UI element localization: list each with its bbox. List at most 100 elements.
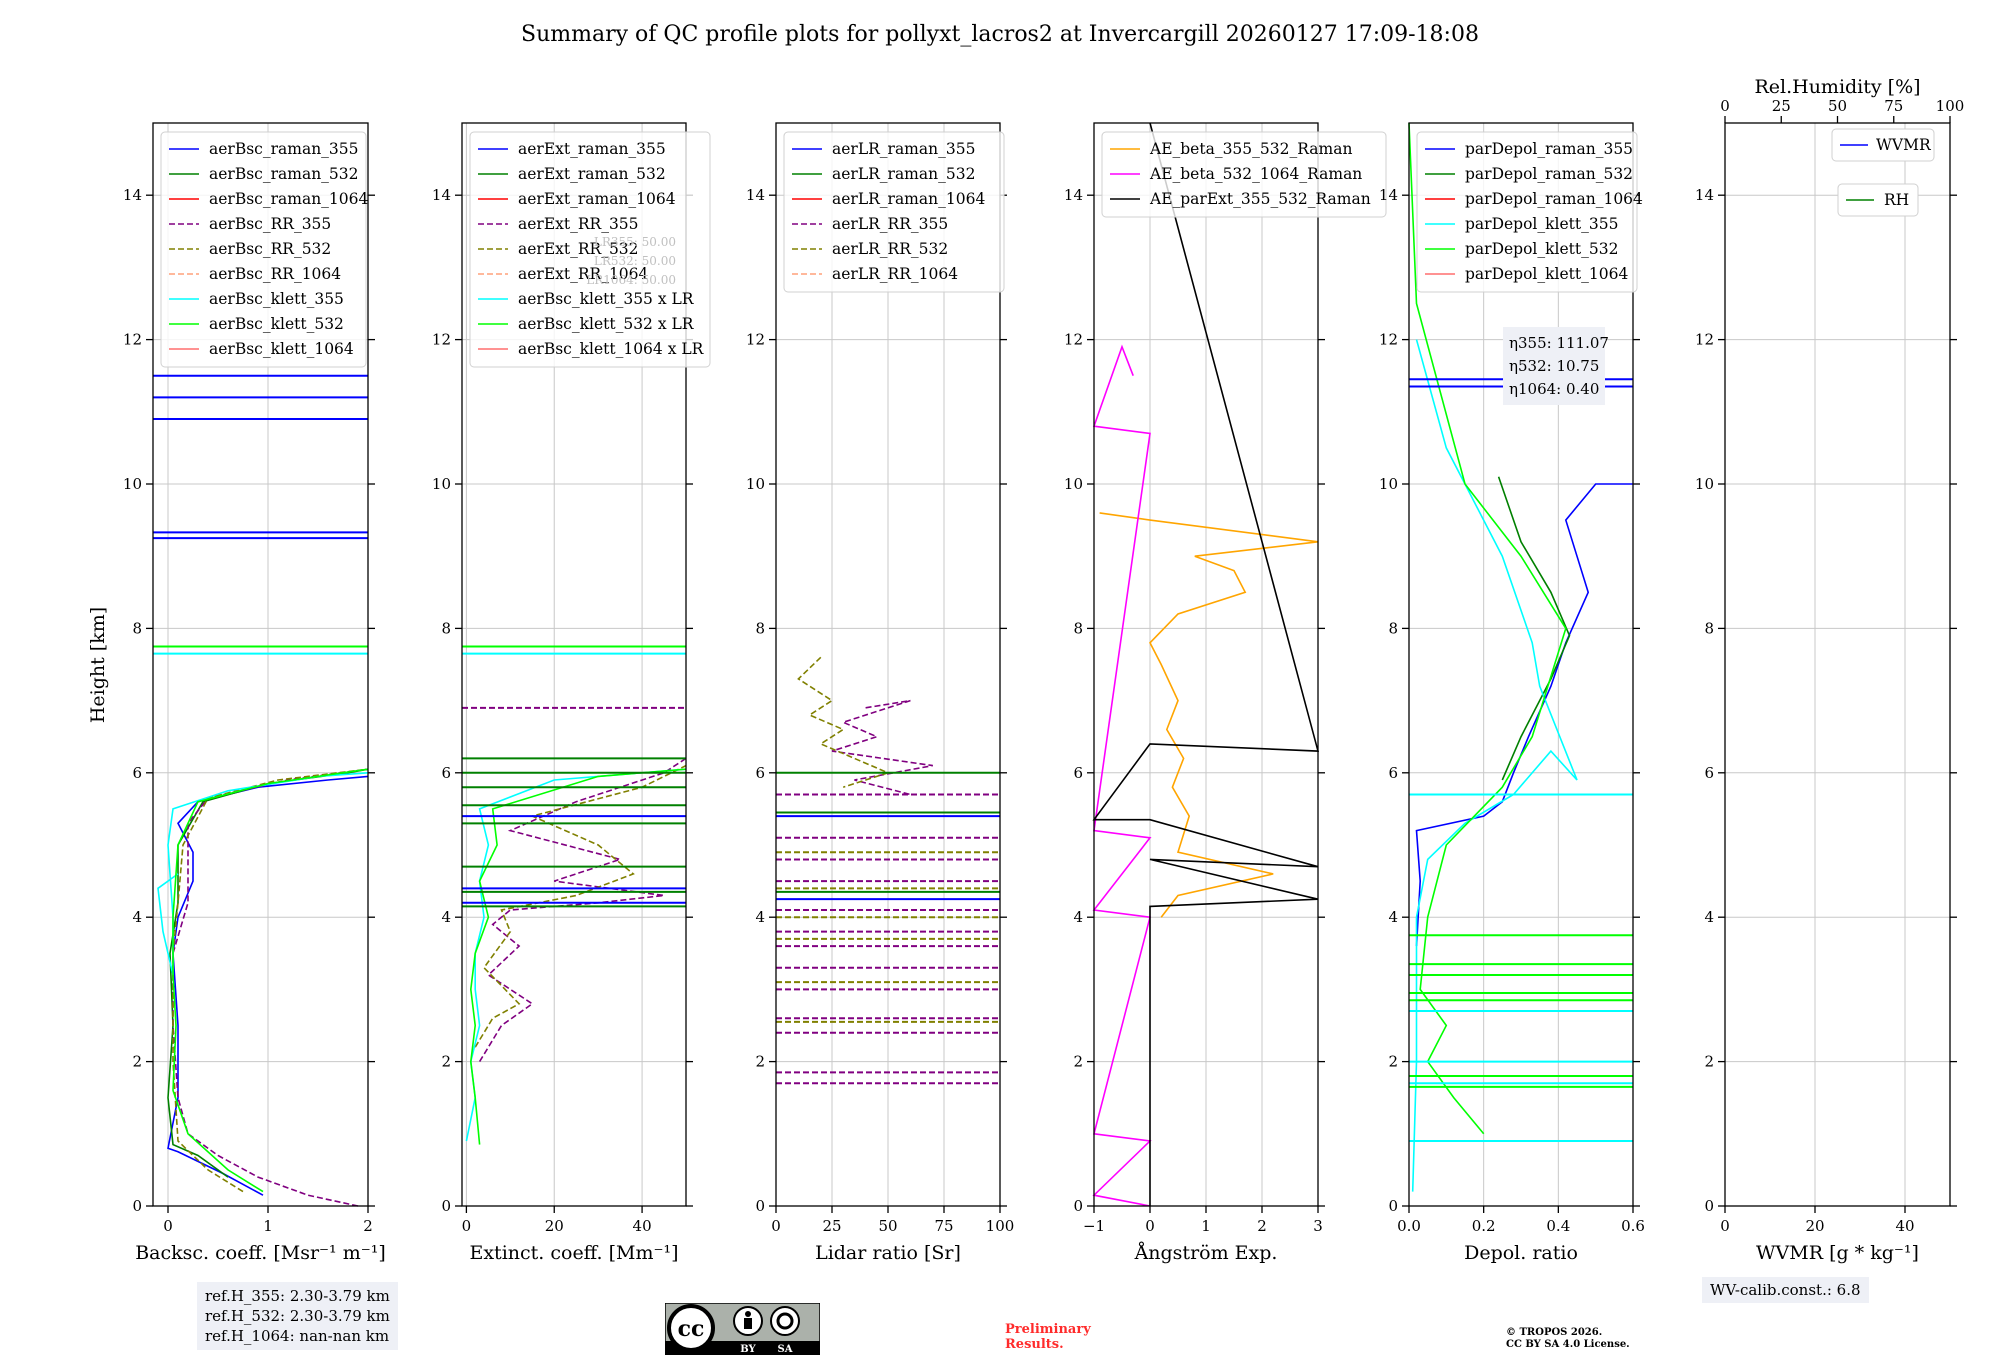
preliminary-line-2: Results. [1005, 1337, 1064, 1352]
legend-entry: aerExt_raman_1064 [518, 190, 676, 208]
eta-value: η1064: 0.40 [1509, 380, 1599, 398]
panel-depol: 0 2 4 6 8 10 12 14 0.0 0.2 0.4 0.6 Depol. ratio parDe… [1379, 122, 1645, 1264]
series-aerBsc_klett_532 [172, 768, 369, 1193]
y-tick-label: 10 [1064, 475, 1083, 493]
cc-by-label: BY [740, 1344, 756, 1355]
cc-by-sa-badge: cc BY SA [665, 1303, 820, 1355]
ref-height-532: ref.H_532: 2.30-3.79 km [205, 1307, 390, 1325]
by-person-head [745, 1311, 751, 1317]
y-tick-label: 4 [755, 908, 765, 926]
x-tick-label: 25 [822, 1217, 841, 1235]
cc-icon-text: cc [678, 1316, 705, 1342]
cc-icon [667, 1304, 715, 1352]
series-parDepol_raman_532 [1497, 476, 1571, 781]
y-tick-label: 14 [1064, 186, 1083, 204]
cc-sa-label: SA [778, 1344, 793, 1355]
panel-lr: 0 2 4 6 8 10 12 14 0 25 50 75 100 Lidar ratio [Sr] aer… [746, 122, 1014, 1264]
y-tick-label: 10 [1379, 475, 1398, 493]
panel-wv: 0 2 4 6 8 10 12 14 0 20 40 WVMR [g * kg⁻¹] 0 25 50 75 10… [1695, 76, 1964, 1264]
x-axis-label: Extinct. coeff. [Mm⁻¹] [469, 1242, 678, 1264]
y-tick-label: 6 [441, 764, 451, 782]
top-x-tick-label: 100 [1936, 97, 1965, 115]
y-axis-label: Height [km] [87, 607, 109, 723]
sa-share-arrow [776, 1312, 794, 1330]
y-tick-label: 4 [1388, 908, 1398, 926]
x-axis-label: Ångström Exp. [1134, 1242, 1278, 1264]
y-tick-label: 4 [1704, 908, 1714, 926]
y-tick-label: 10 [746, 475, 765, 493]
series-parDepol_klett_355 [1411, 339, 1578, 1192]
x-tick-label: 3 [1313, 1217, 1323, 1235]
x-tick-label: 40 [1895, 1217, 1914, 1235]
x-tick-label: 40 [633, 1217, 652, 1235]
x-tick-label: 1 [1201, 1217, 1211, 1235]
lidar-ratio-setting: LR355: 50.00 [594, 235, 676, 249]
legend-entry: aerBsc_raman_355 [209, 140, 359, 158]
y-tick-label: 8 [1704, 619, 1714, 637]
y-tick-label: 8 [441, 619, 451, 637]
x-tick-label: 0 [771, 1217, 781, 1235]
series-AE_beta_355_532_Raman [1099, 512, 1319, 918]
y-tick-label: 10 [123, 475, 142, 493]
legend-entry: AE_beta_355_532_Raman [1149, 140, 1352, 158]
y-tick-label: 14 [432, 186, 451, 204]
legend-entry: aerExt_raman_355 [518, 140, 666, 158]
legend-entry: aerLR_raman_355 [832, 140, 975, 158]
x-tick-label: 2 [363, 1217, 373, 1235]
x-tick-label: 50 [878, 1217, 897, 1235]
legend-entry: aerLR_raman_1064 [832, 190, 985, 208]
legend-entry: parDepol_klett_1064 [1465, 265, 1628, 283]
figure-title: Summary of QC profile plots for pollyxt_… [521, 22, 1479, 47]
lidar-ratio-setting: LR532: 50.00 [594, 254, 676, 268]
legend-box-rh [1837, 183, 1919, 217]
legend-entry: parDepol_raman_532 [1465, 165, 1633, 183]
series-AE_parExt_355_532_Raman [1092, 122, 1320, 1206]
y-tick-label: 0 [1073, 1197, 1083, 1215]
y-tick-label: 14 [1379, 186, 1398, 204]
y-tick-label: 6 [132, 764, 142, 782]
y-tick-label: 10 [432, 475, 451, 493]
legend-entry: aerBsc_klett_1064 [209, 340, 354, 358]
legend-entry-rh: RH [1884, 191, 1909, 209]
series-aerBsc_RR_532 [172, 768, 369, 1193]
y-tick-label: 8 [755, 619, 765, 637]
top-axis-label: Rel.Humidity [%] [1754, 76, 1920, 98]
series-parDepol_raman_355 [1415, 483, 1633, 947]
x-axis-label: WVMR [g * kg⁻¹] [1756, 1242, 1919, 1264]
series-aerBsc_klett_355 [157, 772, 369, 976]
legend-entry: AE_parExt_355_532_Raman [1149, 190, 1371, 208]
x-tick-label: 75 [934, 1217, 953, 1235]
legend-entry: aerBsc_klett_532 [209, 315, 344, 333]
legend-entry-wvmr: WVMR [1876, 136, 1932, 154]
axes-frame [1408, 122, 1634, 1207]
y-tick-label: 12 [1379, 331, 1398, 349]
x-tick-label: 2 [1257, 1217, 1267, 1235]
y-tick-label: 14 [1695, 186, 1714, 204]
y-tick-label: 6 [1073, 764, 1083, 782]
y-tick-label: 2 [441, 1053, 451, 1071]
x-tick-label: 0 [462, 1217, 472, 1235]
y-tick-label: 8 [1073, 619, 1083, 637]
ref-height-355: ref.H_355: 2.30-3.79 km [205, 1287, 390, 1305]
wv-calibration-box: WV-calib.const.: 6.8 [1702, 1277, 1869, 1303]
x-axis-label: Backsc. coeff. [Msr⁻¹ m⁻¹] [135, 1242, 386, 1264]
y-tick-label: 8 [132, 619, 142, 637]
preliminary-line-1: Preliminary [1005, 1322, 1091, 1337]
legend-entry: parDepol_raman_1064 [1465, 190, 1643, 208]
y-tick-label: 6 [1704, 764, 1714, 782]
x-tick-label: 20 [1805, 1217, 1824, 1235]
ref-height-1064: ref.H_1064: nan-nan km [205, 1327, 390, 1345]
legend-entry: aerLR_RR_532 [832, 240, 948, 258]
y-tick-label: 6 [755, 764, 765, 782]
x-tick-label: 0 [1145, 1217, 1155, 1235]
legend-entry: parDepol_raman_355 [1465, 140, 1633, 158]
copyright-note: © TROPOS 2026. CC BY SA 4.0 License. [1506, 1327, 1630, 1351]
top-x-tick-label: 0 [1720, 97, 1730, 115]
y-tick-label: 12 [746, 331, 765, 349]
copyright-line-2: CC BY SA 4.0 License. [1506, 1339, 1630, 1350]
y-tick-label: 2 [755, 1053, 765, 1071]
x-axis-label: Lidar ratio [Sr] [815, 1242, 961, 1264]
top-x-tick-label: 50 [1828, 97, 1847, 115]
x-tick-label: 1 [263, 1217, 273, 1235]
